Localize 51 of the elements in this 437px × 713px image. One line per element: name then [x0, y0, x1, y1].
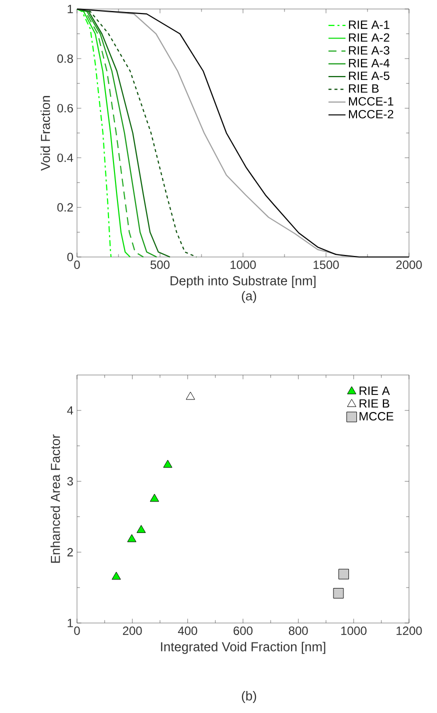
y-tick-label: 1 [68, 618, 73, 628]
point [186, 392, 195, 400]
legend-label: RIE A-5 [349, 72, 390, 80]
y-tick-label: 0.4 [57, 154, 74, 162]
x-tick-label: 200 [122, 626, 142, 635]
x-tick-label: 1500 [314, 260, 339, 269]
point [333, 588, 344, 598]
x-tick-label: 400 [178, 626, 198, 635]
point [163, 460, 172, 468]
legend-label: MCCE-1 [349, 97, 394, 106]
legend-label: RIE A [360, 386, 390, 395]
x-tick-label: 1200 [396, 626, 422, 635]
x-tick-label: 0 [74, 260, 80, 269]
text: (a) [242, 290, 256, 304]
legend-label: RIE B [360, 399, 390, 408]
line-series [76, 8, 198, 258]
line-series [76, 8, 112, 258]
x-axis-title: Depth into Substrate [nm] [170, 276, 316, 288]
y-tick-label: 0 [67, 252, 74, 262]
x-tick-label: 0 [74, 626, 80, 635]
y-axis-title: Enhanced Area Factor [50, 434, 60, 563]
legend-label: MCCE-2 [349, 110, 394, 118]
x-tick-label: 500 [150, 260, 170, 269]
legend-label: RIE B [349, 84, 379, 93]
y-tick-label: 0.8 [57, 54, 73, 63]
y-tick-label: 2 [67, 548, 73, 556]
legend-label: RIE A-1 [349, 20, 390, 29]
point [338, 568, 349, 580]
x-tick-label: 600 [234, 626, 253, 635]
x-tick-label: 2000 [396, 260, 422, 269]
legend-label: RIE A-3 [349, 46, 390, 55]
text: (b) [242, 690, 256, 704]
x-tick-label: 1000 [341, 626, 366, 635]
point [127, 534, 136, 542]
legend-label: RIE A-2 [349, 33, 390, 42]
line-series [76, 8, 131, 258]
point [150, 494, 160, 502]
legend-label: RIE A-4 [349, 58, 390, 68]
y-axis-title: Void Fraction [40, 96, 50, 171]
x-axis-title: Integrated Void Fraction [nm] [161, 642, 326, 654]
x-tick-label: 800 [288, 626, 308, 635]
y-tick-label: 4 [67, 406, 74, 415]
y-tick-label: 0.2 [57, 203, 73, 212]
y-tick-label: 0.6 [57, 104, 73, 112]
y-tick-label: 3 [67, 477, 73, 486]
line-series [76, 8, 144, 258]
x-tick-label: 1000 [230, 260, 256, 269]
y-tick-label: 1 [68, 4, 73, 14]
legend-label: MCCE [360, 412, 394, 420]
point [112, 572, 121, 580]
point [136, 524, 146, 533]
